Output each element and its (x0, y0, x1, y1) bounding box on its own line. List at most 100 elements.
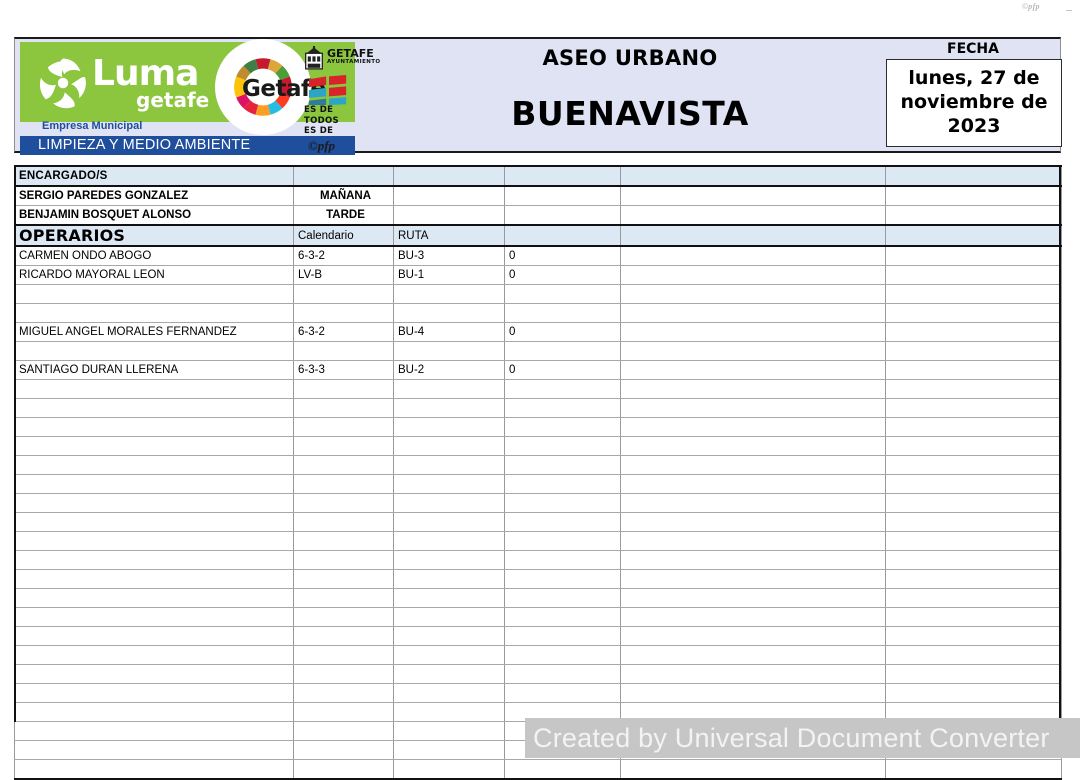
page-title: ASEO URBANO (542, 46, 718, 70)
empty-cell-7-5 (885, 512, 1062, 532)
operario-name-5 (14, 341, 294, 361)
table-row-empty (14, 645, 1062, 665)
operario-name-4: MIGUEL ANGEL MORALES FERNANDEZ (14, 322, 294, 342)
empty-cell-5-0 (14, 474, 294, 494)
operario-cell6-2 (885, 284, 1062, 304)
date-block: FECHA lunes, 27 de noviembre de 2023 (884, 39, 1062, 151)
empty-cell-11-3 (504, 588, 621, 608)
empty-cell-1-1 (293, 398, 394, 418)
pfp-credit-mark: ©pfp (308, 138, 336, 153)
encargado-name-0: SERGIO PAREDES GONZALEZ (14, 185, 294, 206)
table-row-empty (14, 702, 1062, 722)
empty-cell-6-4 (620, 493, 886, 513)
section-encargados-cell-3 (393, 165, 505, 187)
empty-cell-11-2 (393, 588, 505, 608)
empty-cell-8-5 (885, 531, 1062, 551)
empty-cell-8-1 (293, 531, 394, 551)
empty-cell-14-5 (885, 645, 1062, 665)
empty-cell-2-0 (14, 417, 294, 437)
operario-cell6-5 (885, 341, 1062, 361)
encargado-cell4-1 (504, 205, 621, 226)
empty-cell-15-5 (885, 664, 1062, 684)
operario-extra-1: 0 (504, 265, 621, 285)
empty-cell-4-3 (504, 455, 621, 475)
operario-cell5-6 (620, 360, 886, 380)
empty-cell-16-4 (620, 683, 886, 703)
empty-cell-12-2 (393, 607, 505, 627)
empty-cell-17-2 (393, 702, 505, 722)
operario-cell5-0 (620, 245, 886, 266)
section-operarios-cell-4 (504, 224, 621, 247)
empty-cell-16-2 (393, 683, 505, 703)
section-operarios-cell-6 (885, 224, 1062, 247)
empty-cell-8-0 (14, 531, 294, 551)
luma-swirl-icon (39, 58, 86, 109)
encargado-turno-1: TARDE (293, 205, 394, 226)
date-label: FECHA (947, 41, 999, 57)
empty-cell-20-3 (504, 759, 621, 780)
getafe-city-name-main: GETAFE (327, 47, 374, 60)
section-label-encargados: ENCARGADO/S (14, 165, 294, 187)
operario-calendario-6: 6-3-3 (293, 360, 394, 380)
empty-cell-7-1 (293, 512, 394, 532)
assignment-table-body: ENCARGADO/S SERGIO PAREDES GONZALEZ MAÑANA… (14, 165, 1062, 780)
empty-cell-9-1 (293, 550, 394, 570)
empty-cell-20-4 (620, 759, 886, 780)
operario-calendario-2 (293, 284, 394, 304)
table-row-empty (14, 607, 1062, 627)
operario-extra-2 (504, 284, 621, 304)
getafe-flag-icon (309, 75, 347, 105)
empty-cell-12-3 (504, 607, 621, 627)
assignment-table: ENCARGADO/S SERGIO PAREDES GONZALEZ MAÑANA… (14, 165, 1062, 780)
empty-cell-5-2 (393, 474, 505, 494)
table-row-operario (14, 341, 1062, 361)
operario-cell5-4 (620, 322, 886, 342)
operario-extra-3 (504, 303, 621, 323)
operario-calendario-5 (293, 341, 394, 361)
table-row-operario: MIGUEL ANGEL MORALES FERNANDEZ 6-3-2 BU-4 0 (14, 322, 1062, 342)
empty-cell-12-0 (14, 607, 294, 627)
encargado-name-1: BENJAMIN BOSQUET ALONSO (14, 205, 294, 226)
empty-cell-10-3 (504, 569, 621, 589)
operario-calendario-0: 6-3-2 (293, 245, 394, 266)
empty-cell-1-5 (885, 398, 1062, 418)
empty-cell-7-0 (14, 512, 294, 532)
empty-cell-15-3 (504, 664, 621, 684)
encargado-cell4-0 (504, 185, 621, 206)
empty-cell-3-0 (14, 436, 294, 456)
empty-cell-11-1 (293, 588, 394, 608)
luma-sub-wordmark: getafe (136, 88, 210, 112)
empty-cell-0-1 (293, 379, 394, 399)
empty-cell-13-3 (504, 626, 621, 646)
empty-cell-17-0 (14, 702, 294, 722)
table-frame-left (14, 165, 16, 722)
encargado-cell6-1 (885, 205, 1062, 226)
empty-cell-12-5 (885, 607, 1062, 627)
table-row-empty (14, 588, 1062, 608)
empty-cell-13-1 (293, 626, 394, 646)
encargado-cell5-1 (620, 205, 886, 226)
encargado-cell6-0 (885, 185, 1062, 206)
section-label-operarios: OPERARIOS (14, 224, 294, 247)
empty-cell-19-0 (14, 740, 294, 760)
empty-cell-20-1 (293, 759, 394, 780)
operario-name-1: RICARDO MAYORAL LEON (14, 265, 294, 285)
section-operarios-cell-5 (620, 224, 886, 247)
empty-cell-16-5 (885, 683, 1062, 703)
corner-tick-mark (1066, 10, 1072, 11)
empty-cell-2-3 (504, 417, 621, 437)
empty-cell-6-0 (14, 493, 294, 513)
empty-cell-18-0 (14, 721, 294, 741)
operario-ruta-1: BU-1 (393, 265, 505, 285)
corner-credit-mark: ©pfp (1022, 2, 1040, 11)
empty-cell-1-2 (393, 398, 505, 418)
encargado-cell3-0 (393, 185, 505, 206)
operario-extra-6: 0 (504, 360, 621, 380)
empty-cell-0-3 (504, 379, 621, 399)
empty-cell-1-3 (504, 398, 621, 418)
operario-cell6-3 (885, 303, 1062, 323)
empty-cell-2-1 (293, 417, 394, 437)
operario-calendario-3 (293, 303, 394, 323)
empty-cell-17-5 (885, 702, 1062, 722)
operario-cell6-4 (885, 322, 1062, 342)
